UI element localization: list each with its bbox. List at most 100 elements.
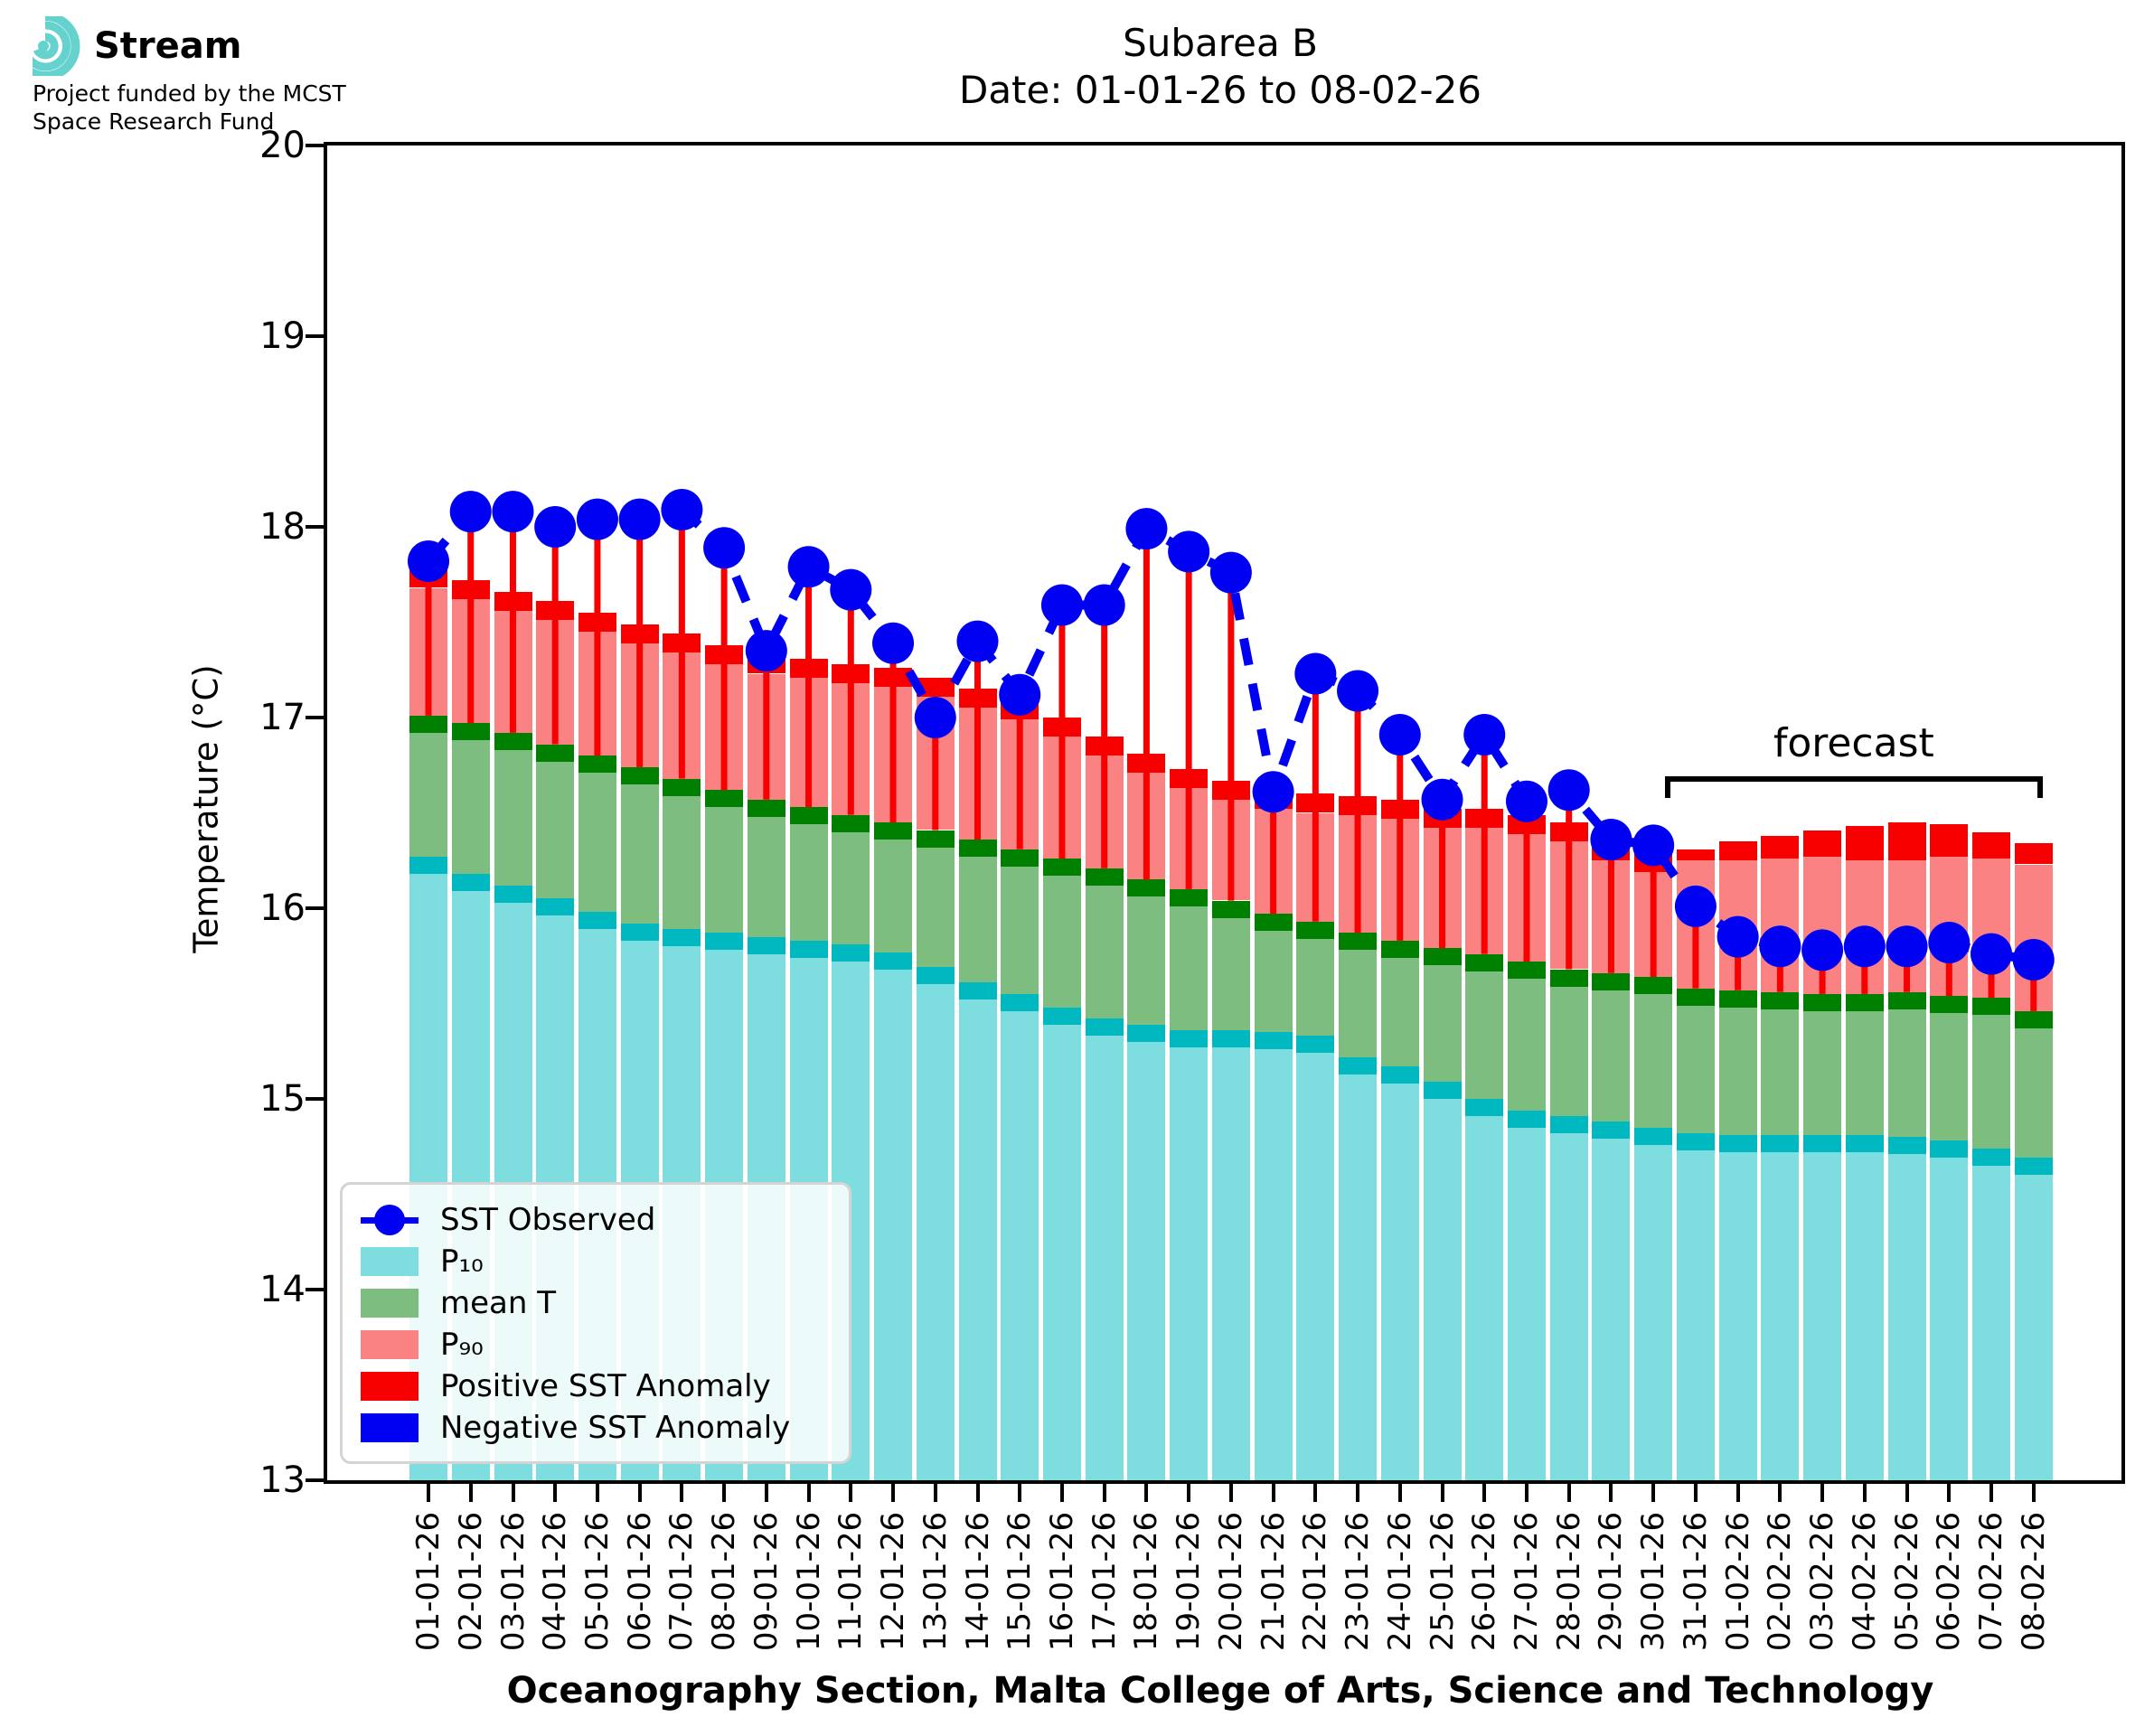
x-tick-label: 11-01-26: [832, 1511, 870, 1652]
legend-marker-patch: [361, 1372, 419, 1401]
x-tick: [680, 1484, 684, 1502]
sst-observed-point: [1294, 652, 1337, 695]
sst-observed-point: [1337, 670, 1379, 712]
bar-mean-cap: [1085, 868, 1124, 886]
bar-mean-cap: [789, 807, 828, 825]
bar-p10: [1170, 1047, 1209, 1480]
bar-p10-cap: [1211, 1030, 1250, 1047]
bar-mean-cap: [705, 790, 744, 808]
bar-mean-cap: [1380, 940, 1419, 958]
x-tick-label: 02-01-26: [452, 1511, 489, 1652]
stream-logo: Stream Project funded by the MCST Space …: [33, 16, 346, 136]
x-tick-label: 13-01-26: [917, 1511, 954, 1652]
x-tick: [1566, 1484, 1571, 1502]
y-tick: [306, 716, 324, 719]
x-tick-label: 02-02-26: [1762, 1511, 1799, 1652]
x-tick: [975, 1484, 980, 1502]
legend-item: P₉₀: [361, 1324, 831, 1365]
sst-observed-point: [1759, 925, 1801, 968]
bar-p10-cap: [1972, 1148, 2010, 1166]
legend: SST Observed P₁₀ mean T P₉₀ Positive SST…: [340, 1182, 851, 1464]
bar-p10-cap: [1339, 1056, 1378, 1074]
sst-observed-point: [1886, 925, 1928, 968]
bar-mean-cap: [1930, 996, 1969, 1014]
bar-p10-cap: [1845, 1135, 1884, 1153]
sst-observed-point: [1168, 530, 1210, 573]
bar-mean: [1718, 1007, 1757, 1136]
bar-mean-cap: [1254, 914, 1293, 932]
bar-p10: [958, 999, 997, 1480]
x-tick: [1905, 1484, 1909, 1502]
bar-mean: [1339, 950, 1378, 1057]
x-axis-footer-label: Oceanography Section, Malta College of A…: [506, 1670, 1934, 1712]
x-tick: [1228, 1484, 1233, 1502]
bar-mean: [1127, 896, 1166, 1025]
x-tick: [933, 1484, 937, 1502]
bar-mean: [1423, 965, 1462, 1082]
y-tick-label: 15: [259, 1078, 306, 1120]
y-tick-label: 17: [259, 697, 306, 738]
x-tick-label: 05-02-26: [1888, 1511, 1925, 1652]
sst-observed-point: [872, 622, 915, 664]
bar-p10-cap: [1042, 1007, 1081, 1025]
x-tick: [764, 1484, 768, 1502]
sst-observed-point: [2012, 939, 2055, 981]
bar-mean: [578, 773, 616, 913]
y-tick: [306, 144, 324, 147]
sst-observed-point: [1252, 771, 1294, 813]
bar-p10-cap: [916, 967, 955, 985]
bar-p90-cap: [1887, 822, 1926, 861]
x-tick-label: 01-02-26: [1719, 1511, 1756, 1652]
bar-mean: [874, 840, 912, 952]
bar-p10: [1634, 1144, 1673, 1480]
bar-mean-cap: [1718, 990, 1757, 1008]
chart-title-line2: Date: 01-01-26 to 08-02-26: [958, 68, 1482, 112]
x-tick: [1018, 1484, 1022, 1502]
bar-p10-cap: [1634, 1127, 1673, 1145]
y-tick: [306, 906, 324, 910]
bar-mean-cap: [1423, 948, 1462, 966]
sst-observed-point: [1209, 551, 1252, 594]
x-tick-label: 28-01-26: [1550, 1511, 1587, 1652]
bar-p10-cap: [451, 874, 490, 891]
bar-p10-cap: [1718, 1135, 1757, 1153]
y-tick-label: 16: [259, 887, 306, 929]
sst-observed-point: [492, 491, 534, 533]
bar-p10-cap: [663, 929, 701, 947]
sst-overlay-layer: [408, 489, 2055, 1011]
x-tick: [1947, 1484, 1952, 1502]
x-tick-label: 21-01-26: [1255, 1511, 1292, 1652]
x-tick: [1313, 1484, 1318, 1502]
x-tick-label: 03-02-26: [1804, 1511, 1841, 1652]
sst-observed-point: [1717, 915, 1759, 958]
sst-observed-point: [1928, 922, 1971, 963]
bar-mean: [1211, 917, 1250, 1031]
x-tick-label: 07-01-26: [663, 1511, 701, 1652]
legend-item-label: P₁₀: [440, 1243, 484, 1280]
x-tick: [806, 1484, 811, 1502]
bar-mean: [1085, 885, 1124, 1019]
bar-mean-cap: [494, 732, 532, 750]
y-tick-label: 19: [259, 315, 306, 357]
bar-p10: [916, 984, 955, 1480]
bar-p10: [1042, 1024, 1081, 1480]
bar-mean: [1592, 990, 1631, 1122]
x-tick: [1820, 1484, 1825, 1502]
x-tick: [1144, 1484, 1149, 1502]
sst-observed-point: [618, 498, 661, 540]
bar-p10-cap: [409, 857, 447, 874]
bar-mean: [958, 857, 997, 983]
y-tick-label: 14: [259, 1269, 306, 1310]
sst-observed-point: [1040, 584, 1083, 626]
legend-item-label: Negative SST Anomaly: [440, 1410, 791, 1446]
logo-subtitle-line1: Project funded by the MCST: [33, 80, 346, 107]
sst-observed-point: [956, 620, 999, 662]
x-tick: [427, 1484, 430, 1502]
bar-p10-cap: [747, 936, 785, 954]
logo-brand-text: Stream: [94, 25, 242, 67]
x-tick-label: 08-02-26: [2015, 1511, 2052, 1652]
bar-p10: [1887, 1154, 1926, 1480]
bar-p10-cap: [1085, 1018, 1124, 1037]
sst-observed-point: [1083, 584, 1125, 626]
y-tick: [306, 1097, 324, 1101]
